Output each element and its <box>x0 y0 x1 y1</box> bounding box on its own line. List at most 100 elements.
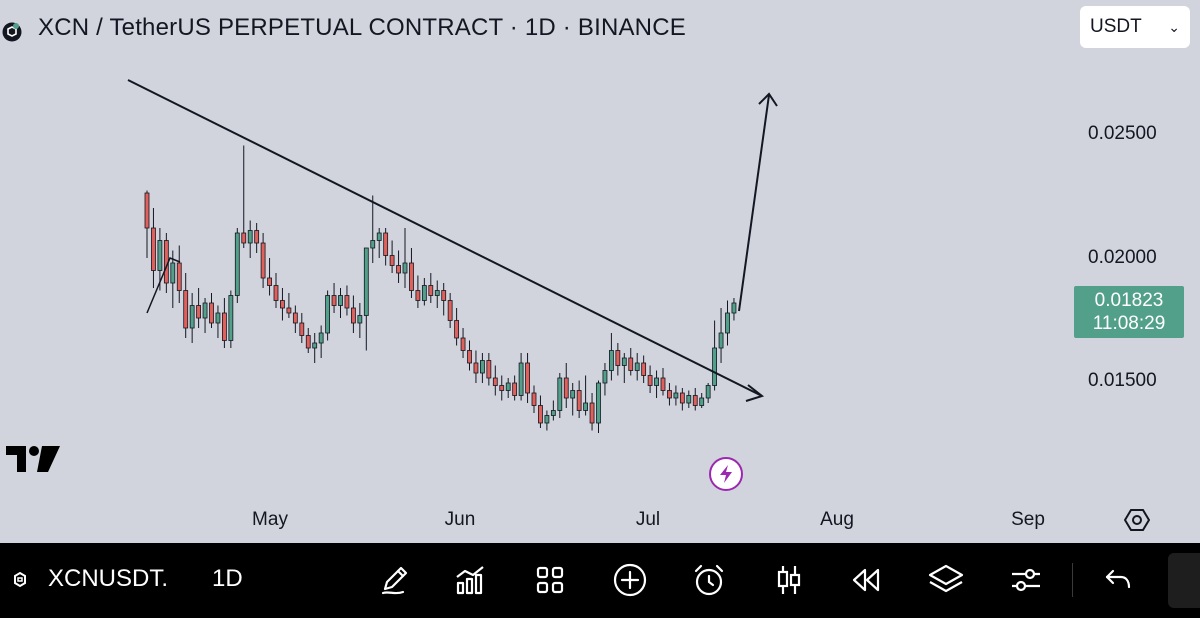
candle-body[interactable] <box>338 295 343 306</box>
candle-body[interactable] <box>370 240 376 249</box>
candle-body[interactable] <box>660 377 666 391</box>
candle-body[interactable] <box>576 390 582 411</box>
toolbar-overflow-edge[interactable] <box>1168 553 1200 608</box>
candle-body[interactable] <box>312 342 318 349</box>
candle-body[interactable] <box>492 377 498 386</box>
candle-body[interactable] <box>731 302 737 314</box>
candle-body[interactable] <box>325 295 331 334</box>
candles-style-icon[interactable] <box>769 560 809 600</box>
tradingview-logo-icon[interactable] <box>6 444 60 479</box>
hexagon-settings-icon[interactable] <box>1123 507 1151 538</box>
interval-button[interactable]: 1D <box>212 565 243 592</box>
candle-body[interactable] <box>383 232 389 256</box>
candle-body[interactable] <box>350 307 356 324</box>
candle-body[interactable] <box>583 402 588 411</box>
candle-body[interactable] <box>241 232 247 244</box>
candle-body[interactable] <box>280 300 285 309</box>
candle-body[interactable] <box>621 357 627 366</box>
xcn-logo-icon[interactable] <box>8 568 32 597</box>
candle-body[interactable] <box>396 265 401 274</box>
candle-body[interactable] <box>183 290 189 329</box>
candle-body[interactable] <box>389 255 395 266</box>
candle-body[interactable] <box>344 295 350 309</box>
candle-body[interactable] <box>512 382 518 396</box>
candle-body[interactable] <box>667 390 672 399</box>
descending-trendline[interactable] <box>127 79 763 397</box>
wedge-drawing[interactable] <box>146 257 181 314</box>
add-plus-icon[interactable] <box>610 560 650 600</box>
candle-body[interactable] <box>647 375 653 386</box>
candle-body[interactable] <box>357 315 363 324</box>
candle-body[interactable] <box>641 362 647 376</box>
candle-body[interactable] <box>686 395 692 404</box>
candle-body[interactable] <box>176 262 182 291</box>
candle-body[interactable] <box>292 312 298 324</box>
chart-area[interactable]: XCN / TetherUS PERPETUAL CONTRACT · 1D ·… <box>0 0 1200 543</box>
candle-body[interactable] <box>221 312 227 341</box>
candle-body[interactable] <box>705 385 711 399</box>
candle-body[interactable] <box>718 332 724 349</box>
candle-body[interactable] <box>144 192 150 229</box>
candle-body[interactable] <box>454 320 460 339</box>
layers-icon[interactable] <box>926 560 966 600</box>
candle-body[interactable] <box>563 377 569 399</box>
candle-body[interactable] <box>434 290 440 296</box>
candle-body[interactable] <box>441 290 447 301</box>
layout-grid-icon[interactable] <box>530 560 570 600</box>
candle-body[interactable] <box>318 332 324 344</box>
candle-body[interactable] <box>376 232 382 241</box>
candle-body[interactable] <box>267 277 272 286</box>
candle-body[interactable] <box>228 295 234 341</box>
candle-body[interactable] <box>712 347 717 386</box>
undo-icon[interactable] <box>1098 560 1138 600</box>
candle-body[interactable] <box>215 312 221 324</box>
candle-body[interactable] <box>273 285 279 301</box>
settings-sliders-icon[interactable] <box>1006 560 1046 600</box>
candle-body[interactable] <box>544 415 550 424</box>
candle-body[interactable] <box>499 385 505 391</box>
lightning-bolt-icon[interactable] <box>709 457 743 491</box>
candle-body[interactable] <box>189 305 195 329</box>
candle-body[interactable] <box>473 362 479 374</box>
candle-body[interactable] <box>654 377 659 386</box>
candle-body[interactable] <box>634 362 640 371</box>
candle-body[interactable] <box>628 357 634 371</box>
candle-body[interactable] <box>409 262 414 291</box>
candle-body[interactable] <box>209 302 214 324</box>
candle-body[interactable] <box>402 262 408 274</box>
breakout-projection-arrow[interactable] <box>738 94 770 312</box>
alarm-clock-icon[interactable] <box>689 560 729 600</box>
candle-body[interactable] <box>299 322 305 336</box>
candle-body[interactable] <box>557 377 563 411</box>
candle-body[interactable] <box>531 392 537 406</box>
candle-body[interactable] <box>602 370 608 384</box>
candle-body[interactable] <box>202 302 208 319</box>
candle-body[interactable] <box>331 295 337 306</box>
candle-body[interactable] <box>254 230 260 244</box>
candle-body[interactable] <box>679 392 685 404</box>
candle-body[interactable] <box>570 390 576 399</box>
candle-body[interactable] <box>234 232 240 296</box>
candle-body[interactable] <box>305 335 311 349</box>
pencil-drawing-icon[interactable] <box>374 560 414 600</box>
candle-body[interactable] <box>460 337 466 351</box>
candle-body[interactable] <box>525 362 530 394</box>
candle-body[interactable] <box>673 392 679 399</box>
candle-body[interactable] <box>157 240 163 271</box>
candle-body[interactable] <box>247 230 253 244</box>
candle-body[interactable] <box>415 290 421 301</box>
currency-select[interactable]: USDT ⌄ <box>1080 6 1190 48</box>
candle-body[interactable] <box>692 395 698 406</box>
candle-body[interactable] <box>615 350 621 366</box>
candle-body[interactable] <box>596 382 601 424</box>
replay-rewind-icon[interactable] <box>846 560 886 600</box>
candle-body[interactable] <box>170 262 176 284</box>
candle-body[interactable] <box>550 410 556 416</box>
indicators-icon[interactable] <box>450 560 490 600</box>
candle-body[interactable] <box>196 305 202 319</box>
candle-body[interactable] <box>479 360 485 374</box>
candle-body[interactable] <box>505 382 511 391</box>
candle-body[interactable] <box>589 402 595 424</box>
candle-body[interactable] <box>467 350 472 364</box>
candle-body[interactable] <box>363 247 369 316</box>
